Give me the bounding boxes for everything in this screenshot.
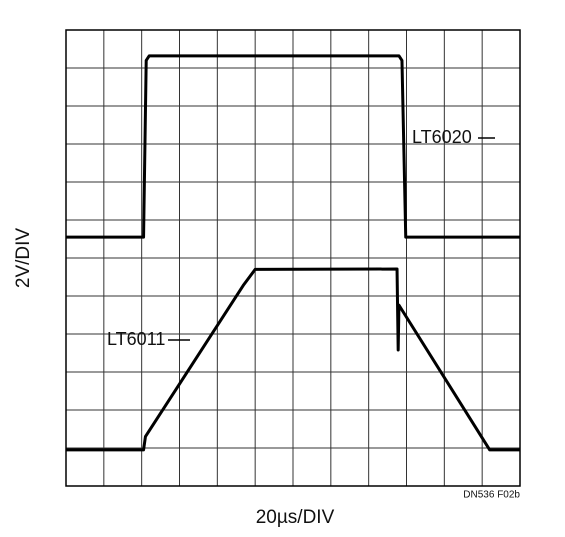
trace [66, 54, 520, 239]
series-label: LT6011 [107, 329, 165, 349]
plot-border [65, 29, 521, 487]
y-axis-label: 2V/DIV [13, 228, 34, 289]
x-axis-label: 20µs/DIV [256, 507, 335, 528]
trace [66, 267, 520, 452]
figure-id: DN536 F02b [463, 490, 520, 501]
series-label: LT6020 [412, 127, 472, 147]
